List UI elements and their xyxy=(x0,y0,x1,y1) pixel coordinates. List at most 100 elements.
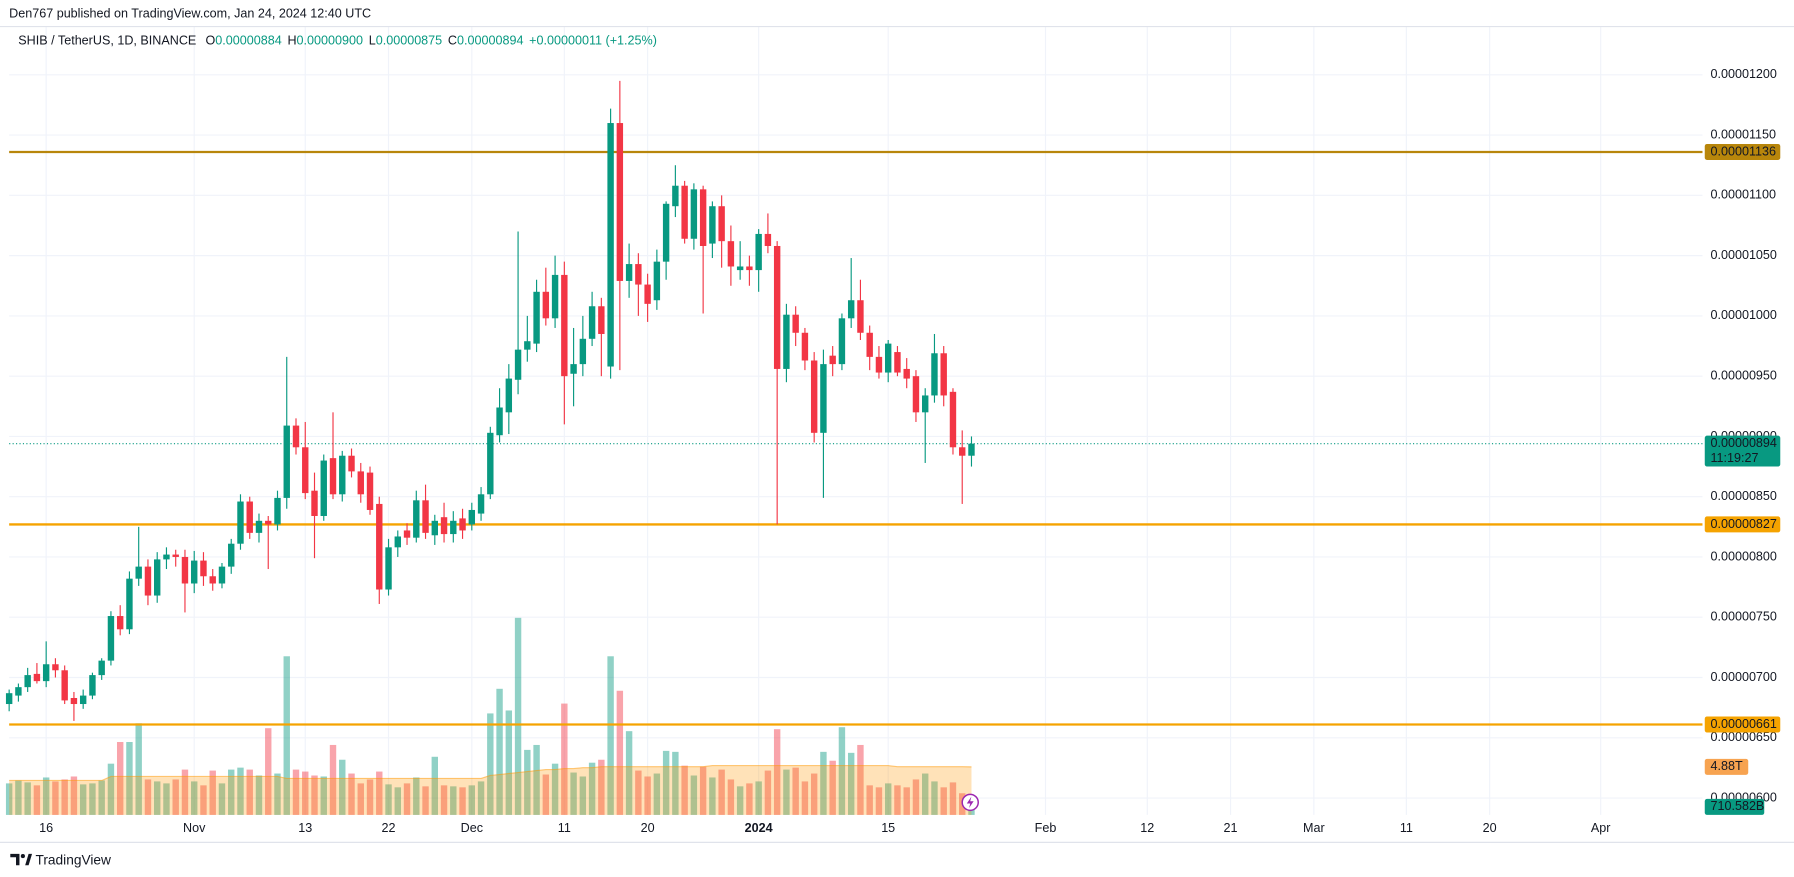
y-tick-label: 0.00001100 xyxy=(1710,188,1776,202)
candle-body xyxy=(24,675,31,688)
candle-body xyxy=(237,501,244,544)
volume-bar xyxy=(884,783,892,815)
y-tick-label: 0.00001050 xyxy=(1710,248,1776,262)
candle-body xyxy=(366,472,374,510)
candle-body xyxy=(746,266,753,271)
volume-bar xyxy=(653,773,661,815)
last-price-label: 0.00000894 xyxy=(1710,436,1776,450)
candle-body xyxy=(274,497,281,525)
candle-body xyxy=(644,284,651,304)
volume-bar xyxy=(912,779,920,815)
volume-bar xyxy=(690,775,698,815)
candle-body xyxy=(718,206,725,242)
candle-body xyxy=(394,536,401,548)
volume-bar xyxy=(311,775,318,815)
y-tick-label: 0.00001200 xyxy=(1710,67,1776,81)
volume-bar xyxy=(829,760,836,815)
logo-part xyxy=(25,853,33,866)
x-tick-label: 13 xyxy=(298,821,312,835)
volume-bar xyxy=(764,770,772,815)
volume-bar xyxy=(616,690,624,815)
brand-logo xyxy=(10,853,33,866)
candle-body xyxy=(653,261,661,301)
candle-body xyxy=(61,670,68,701)
volume-bar xyxy=(579,776,587,815)
legend: SHIB / TetherUS, 1D, BINANCE O0.00000884 H… xyxy=(18,34,657,48)
volume-bar xyxy=(709,777,716,815)
volume-bar xyxy=(847,752,855,815)
legend-key: C xyxy=(448,34,457,48)
candle-body xyxy=(672,185,679,207)
volume-bar xyxy=(699,766,707,815)
volume-bar xyxy=(209,770,216,815)
volume-bar xyxy=(625,731,633,815)
volume-bar xyxy=(237,767,244,815)
x-tick-label: 2024 xyxy=(745,821,773,835)
candle-body xyxy=(801,332,809,361)
volume-bar xyxy=(644,776,651,815)
volume-bar xyxy=(450,786,457,815)
candle-body xyxy=(820,364,827,433)
logo-part xyxy=(20,854,25,859)
candle-body xyxy=(413,500,420,538)
candle-body xyxy=(89,675,96,696)
candle-body xyxy=(376,503,383,590)
candle-body xyxy=(709,206,716,244)
candle-body xyxy=(163,554,170,560)
volume-bar xyxy=(422,786,429,815)
candle-body xyxy=(265,520,272,525)
x-tick-label: 15 xyxy=(881,821,895,835)
volume-bar xyxy=(191,781,198,815)
candle-body xyxy=(283,425,290,498)
candle-body xyxy=(736,266,744,271)
brand: TradingView xyxy=(35,852,111,867)
candle-body xyxy=(968,443,975,456)
candle-body xyxy=(218,566,226,584)
candle-body xyxy=(468,509,476,525)
candle-body xyxy=(949,391,957,448)
candle-body xyxy=(487,432,494,495)
x-tick-label: 20 xyxy=(641,821,655,835)
volume-bar xyxy=(635,770,642,815)
legend-value: 0.00000894 xyxy=(457,34,523,48)
candle-body xyxy=(348,455,355,472)
candle-body xyxy=(246,501,253,533)
volume-bar xyxy=(218,783,226,815)
volume-bar xyxy=(875,787,883,815)
x-tick-label: Apr xyxy=(1591,821,1611,835)
candle-body xyxy=(385,547,392,590)
y-tick-label: 0.00000750 xyxy=(1710,610,1776,624)
volume-ma-label: 4.88T xyxy=(1710,759,1742,773)
volume-bar xyxy=(107,763,115,815)
candle-body xyxy=(727,241,735,267)
volume-bar xyxy=(283,656,290,815)
volume-bar xyxy=(894,785,901,815)
volume-bar xyxy=(89,783,96,815)
legend-key: O xyxy=(205,34,215,48)
candle-body xyxy=(320,460,327,516)
volume-bar xyxy=(903,787,910,815)
volume-bar xyxy=(746,783,753,815)
y-tick-label: 0.00001000 xyxy=(1710,308,1776,322)
volume-bar xyxy=(42,777,50,815)
volume-bar xyxy=(172,779,179,815)
volume-bar xyxy=(949,782,957,815)
candle-body xyxy=(302,447,309,494)
volume-bar xyxy=(292,769,300,815)
candle-body xyxy=(144,566,152,596)
candle-body xyxy=(533,291,540,344)
volume-bar xyxy=(126,742,133,815)
candle-body xyxy=(15,687,22,696)
x-tick-label: 16 xyxy=(39,821,53,835)
x-tick-label: 21 xyxy=(1224,821,1238,835)
candle-body xyxy=(588,306,596,339)
candle-body xyxy=(311,490,318,516)
candle-body xyxy=(551,274,559,319)
candle-body xyxy=(514,349,522,380)
volume-bar xyxy=(533,744,540,815)
volume-bar xyxy=(144,779,152,815)
candle-body xyxy=(699,189,707,246)
candle-body xyxy=(940,353,947,396)
volume-bar xyxy=(922,773,929,815)
candle-body xyxy=(70,697,78,705)
